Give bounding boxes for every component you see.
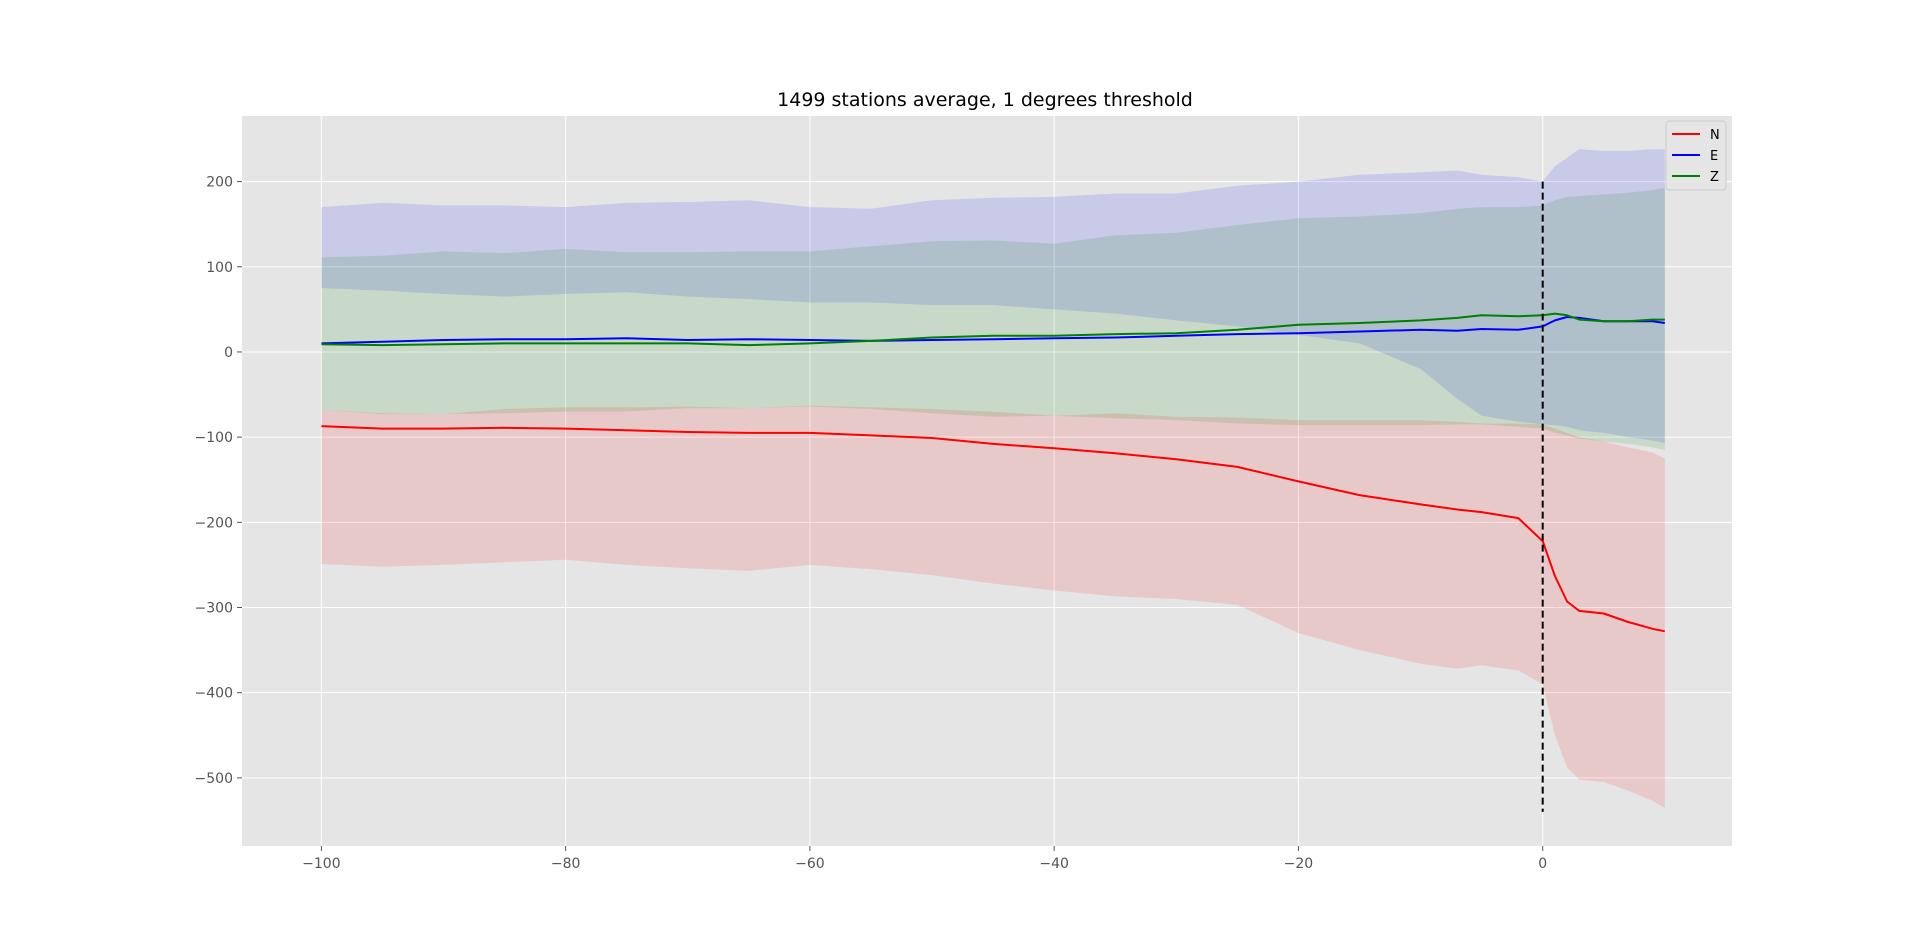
x-tick-label: −80: [551, 856, 581, 872]
series-line-e: [321, 316, 1665, 345]
y-tick-label: 0: [224, 345, 233, 361]
plot-area: [242, 116, 1732, 846]
chart-title: 1499 stations average, 1 degrees thresho…: [777, 89, 1193, 111]
y-tick-label: −300: [195, 600, 233, 616]
y-tick-label: −500: [195, 771, 233, 787]
confidence-bands: [321, 149, 1665, 808]
x-tick-label: 0: [1538, 856, 1547, 872]
band-e: [321, 149, 1665, 444]
x-tick-label: −100: [302, 856, 340, 872]
x-tick-label: −20: [1284, 856, 1314, 872]
grid-lines: [242, 116, 1732, 846]
legend-label-n: N: [1710, 128, 1720, 143]
series-line-z: [321, 312, 1665, 347]
y-tick-label: −400: [195, 686, 233, 702]
y-tick-label: 100: [206, 260, 233, 276]
y-tick-label: 200: [206, 175, 233, 191]
legend-label-z: Z: [1710, 170, 1719, 185]
y-axis-ticks: 200 100 0 −100 −200 −300 −400 −500: [195, 175, 242, 787]
band-n: [321, 405, 1665, 808]
series-line-n: [321, 425, 1666, 633]
legend-label-e: E: [1710, 149, 1718, 164]
x-tick-label: −60: [795, 856, 825, 872]
series-lines: [321, 312, 1666, 633]
x-axis-ticks: −100 −80 −60 −40 −20 0: [302, 846, 1547, 872]
x-tick-label: −40: [1039, 856, 1069, 872]
band-z: [321, 187, 1665, 450]
y-tick-label: −200: [195, 515, 233, 531]
legend: NEZ: [1665, 120, 1727, 191]
y-tick-label: −100: [195, 430, 233, 446]
